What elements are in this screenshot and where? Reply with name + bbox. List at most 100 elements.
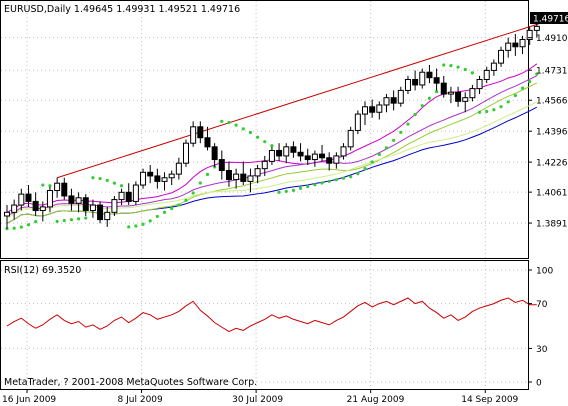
candle-body xyxy=(283,146,290,157)
candle-body xyxy=(311,153,318,161)
sar-dot xyxy=(55,219,59,224)
sar-dot xyxy=(413,112,417,117)
sar-dot xyxy=(127,225,131,229)
parabolic-sar xyxy=(5,63,539,231)
candle-body xyxy=(362,106,368,115)
sar-dot xyxy=(26,223,31,227)
candle-body xyxy=(183,142,189,164)
candle-body xyxy=(519,38,526,48)
candle-body xyxy=(240,173,247,182)
sar-dot xyxy=(363,167,367,171)
candle-body xyxy=(397,89,404,104)
candle-body xyxy=(111,199,118,213)
price-tick-label: 1.40610 xyxy=(536,189,568,199)
sar-dot xyxy=(69,218,74,222)
price-tick-label: 1.43960 xyxy=(536,128,568,138)
sar-dot xyxy=(485,109,489,114)
trendline[interactable] xyxy=(56,22,541,179)
price-tick-label: 1.42260 xyxy=(536,159,568,169)
candle-body xyxy=(297,151,304,157)
price-tick-label: 1.38910 xyxy=(536,220,568,230)
rsi-axis: 100 70 30 0 xyxy=(528,267,553,389)
sar-dot xyxy=(463,67,467,72)
candle-body xyxy=(25,193,32,202)
sar-dot xyxy=(313,183,317,187)
candle-body xyxy=(154,175,161,182)
sar-dot xyxy=(499,105,503,109)
candle-body xyxy=(533,25,540,31)
sar-dot xyxy=(384,146,389,150)
copyright-text: MetaTrader, ? 2001-2008 MetaQuotes Softw… xyxy=(4,377,257,388)
sar-dot xyxy=(148,219,152,223)
candle-body xyxy=(254,168,261,177)
sar-dot xyxy=(435,89,439,94)
sar-dot xyxy=(470,71,474,75)
candle-body xyxy=(97,204,104,221)
candle-body xyxy=(118,191,125,201)
candle-body xyxy=(319,153,326,159)
candle-body xyxy=(211,146,218,161)
rsi-label: RSI(12) 69.3520 xyxy=(4,265,81,276)
sar-dot xyxy=(492,108,496,112)
candle-body xyxy=(89,204,96,212)
candle-body xyxy=(39,206,46,212)
sar-dot xyxy=(205,172,210,176)
sar-dot xyxy=(277,190,281,194)
candle-body xyxy=(419,71,426,86)
candle-body xyxy=(247,175,254,182)
candle-body xyxy=(369,106,376,113)
candle-body xyxy=(304,155,311,161)
sar-dot xyxy=(528,80,532,84)
sar-dot xyxy=(12,226,16,230)
candle-body xyxy=(132,184,139,202)
sar-dot xyxy=(191,191,195,195)
candle-body xyxy=(483,69,490,81)
sar-dot xyxy=(41,183,45,187)
candle-body xyxy=(376,104,383,113)
candle-body xyxy=(347,129,354,148)
symbol-header: EURUSD,Daily 1.49645 1.49931 1.49521 1.4… xyxy=(4,4,240,15)
candle-body xyxy=(276,149,283,157)
candle-body xyxy=(447,91,454,95)
candle-body xyxy=(104,211,111,221)
sar-dot xyxy=(356,172,360,176)
candle-body xyxy=(175,162,182,175)
candle-body xyxy=(197,126,204,139)
candle-body xyxy=(68,195,75,204)
sar-dot xyxy=(270,144,274,148)
candle-body xyxy=(140,171,147,186)
sar-dot xyxy=(477,110,482,114)
candle-body xyxy=(333,155,340,164)
candle-body xyxy=(498,49,505,64)
sar-dot xyxy=(306,184,310,189)
sar-dot xyxy=(184,198,188,202)
candle-body xyxy=(326,157,333,164)
time-tick-label: 8 Jul 2009 xyxy=(118,395,163,405)
price-tick-label: 1.49100 xyxy=(536,34,568,44)
sar-dot xyxy=(77,217,81,221)
candle-body xyxy=(354,113,361,131)
sar-dot xyxy=(341,176,346,180)
sar-dot xyxy=(377,152,381,157)
sar-dot xyxy=(198,181,202,185)
sar-dot xyxy=(334,178,338,182)
candle-body xyxy=(218,159,225,171)
candle-body xyxy=(412,79,419,86)
sar-dot xyxy=(298,186,303,191)
sar-dot xyxy=(327,179,331,183)
sar-dot xyxy=(213,165,217,169)
candle-body xyxy=(512,42,519,48)
sar-dot xyxy=(227,120,231,125)
sar-dot xyxy=(48,184,52,188)
sar-dot xyxy=(520,86,525,90)
sar-dot xyxy=(370,160,374,164)
candle-body xyxy=(190,126,197,144)
candle-body xyxy=(32,200,39,212)
sar-dot xyxy=(535,72,539,76)
sar-dot xyxy=(141,222,145,226)
sar-dot xyxy=(442,63,446,67)
grid xyxy=(1,1,528,389)
sar-dot xyxy=(506,100,510,104)
sar-dot xyxy=(234,123,238,127)
